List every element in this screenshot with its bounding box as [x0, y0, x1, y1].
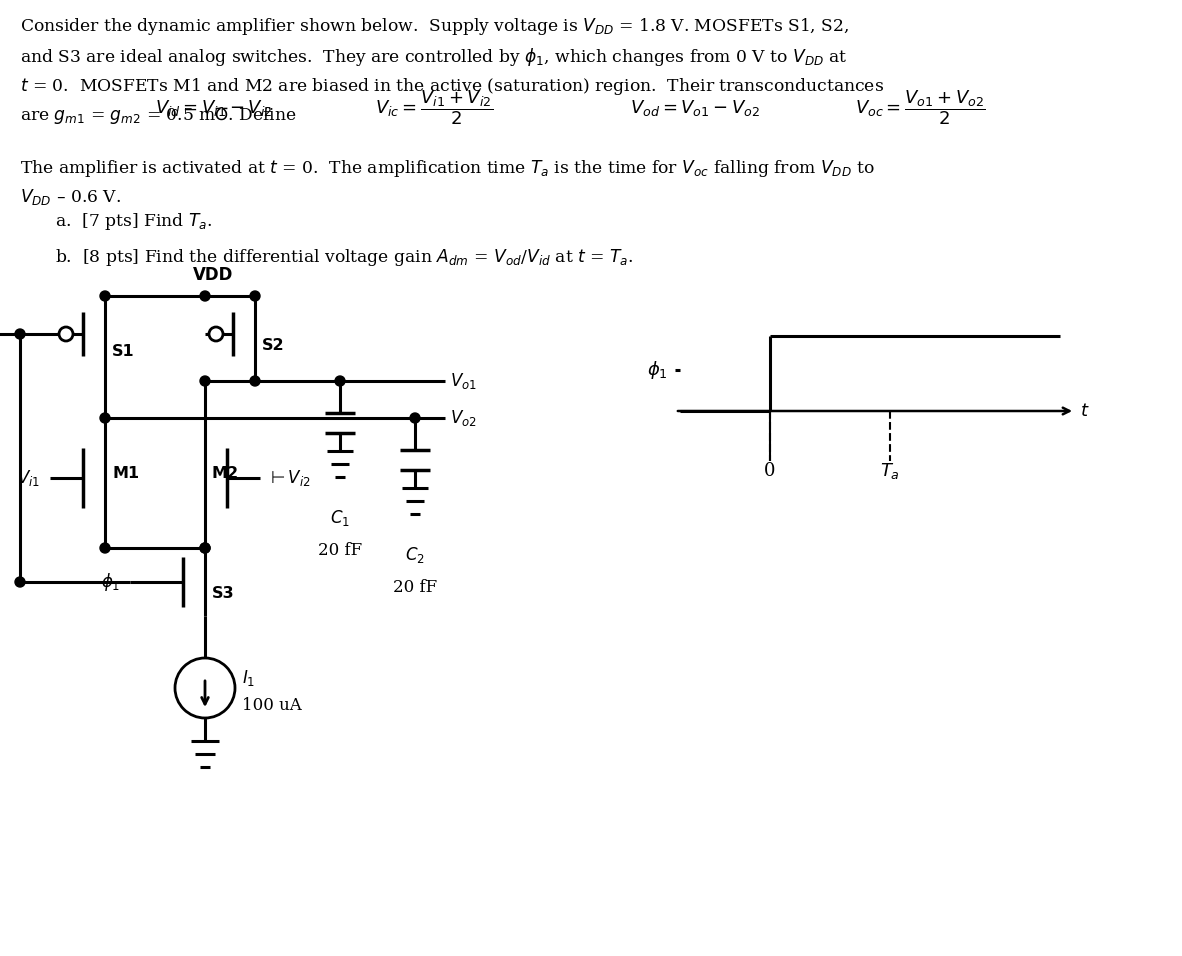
Text: $V_{oc} = \dfrac{V_{o1} + V_{o2}}{2}$: $V_{oc} = \dfrac{V_{o1} + V_{o2}}{2}$ — [855, 89, 986, 127]
Text: $V_{i1}$: $V_{i1}$ — [17, 468, 40, 488]
Text: 100 uA: 100 uA — [242, 698, 301, 714]
Text: $\phi_1$: $\phi_1$ — [648, 358, 668, 380]
Text: Consider the dynamic amplifier shown below.  Supply voltage is $V_{DD}$ = 1.8 V.: Consider the dynamic amplifier shown bel… — [20, 16, 884, 126]
Text: $V_{o2}$: $V_{o2}$ — [450, 408, 476, 428]
Text: 20 fF: 20 fF — [318, 542, 362, 559]
Circle shape — [15, 577, 25, 587]
Text: S2: S2 — [262, 338, 285, 354]
Text: $C_2$: $C_2$ — [405, 545, 426, 565]
Text: The amplifier is activated at $t$ = 0.  The amplification time $T_a$ is the time: The amplifier is activated at $t$ = 0. T… — [20, 158, 875, 207]
Circle shape — [100, 291, 110, 301]
Circle shape — [15, 329, 25, 339]
Text: S1: S1 — [112, 343, 135, 358]
Text: $V_{od} = V_{o1} - V_{o2}$: $V_{od} = V_{o1} - V_{o2}$ — [630, 98, 760, 118]
Circle shape — [200, 543, 210, 553]
Circle shape — [335, 376, 345, 386]
Text: $I_1$: $I_1$ — [242, 668, 255, 688]
Text: a.  [7 pts] Find $T_a$.: a. [7 pts] Find $T_a$. — [56, 210, 213, 231]
Text: $T_a$: $T_a$ — [881, 461, 900, 481]
Text: $t$: $t$ — [1080, 402, 1090, 420]
Text: 20 fF: 20 fF — [392, 579, 437, 596]
Circle shape — [200, 543, 210, 553]
Circle shape — [100, 413, 110, 423]
Circle shape — [251, 291, 260, 301]
Circle shape — [100, 543, 110, 553]
Circle shape — [410, 413, 420, 423]
Text: $\vdash V_{i2}$: $\vdash V_{i2}$ — [267, 468, 311, 488]
Text: S3: S3 — [212, 586, 234, 601]
Text: VDD: VDD — [193, 266, 233, 284]
Text: $V_{ic} = \dfrac{V_{i1} + V_{i2}}{2}$: $V_{ic} = \dfrac{V_{i1} + V_{i2}}{2}$ — [375, 89, 493, 127]
Text: M1: M1 — [112, 466, 139, 481]
Text: $C_1$: $C_1$ — [330, 508, 350, 528]
Text: $\phi_1$: $\phi_1$ — [100, 571, 121, 593]
Circle shape — [200, 376, 210, 386]
Text: 0: 0 — [765, 462, 775, 480]
Text: b.  [8 pts] Find the differential voltage gain $A_{dm}$ = $V_{od}$/$V_{id}$ at $: b. [8 pts] Find the differential voltage… — [56, 248, 634, 269]
Text: $V_{id} = V_{i1} - V_{i2}$: $V_{id} = V_{i1} - V_{i2}$ — [155, 98, 272, 118]
Text: M2: M2 — [212, 466, 239, 481]
Circle shape — [251, 376, 260, 386]
Circle shape — [200, 291, 210, 301]
Text: $V_{o1}$: $V_{o1}$ — [450, 371, 476, 391]
